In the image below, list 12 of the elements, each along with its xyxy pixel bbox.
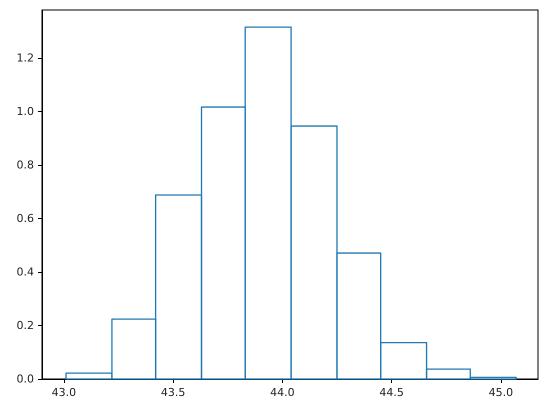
x-tick-label: 45.0: [488, 386, 514, 399]
x-tick-label: 43.5: [160, 386, 186, 399]
x-tick-label: 43.0: [52, 386, 76, 399]
y-tick-label: 0.4: [16, 266, 34, 279]
y-tick-label: 0.8: [16, 158, 34, 172]
x-tick-label: 44.5: [379, 386, 404, 399]
y-tick-label: 0.0: [16, 372, 34, 386]
y-tick-label: 0.2: [16, 319, 34, 332]
x-tick-label: 44.0: [270, 386, 295, 399]
y-tick-label: 1.2: [16, 52, 34, 65]
y-tick-label: 0.6: [16, 212, 34, 226]
y-tick-label: 1.0: [16, 105, 34, 118]
